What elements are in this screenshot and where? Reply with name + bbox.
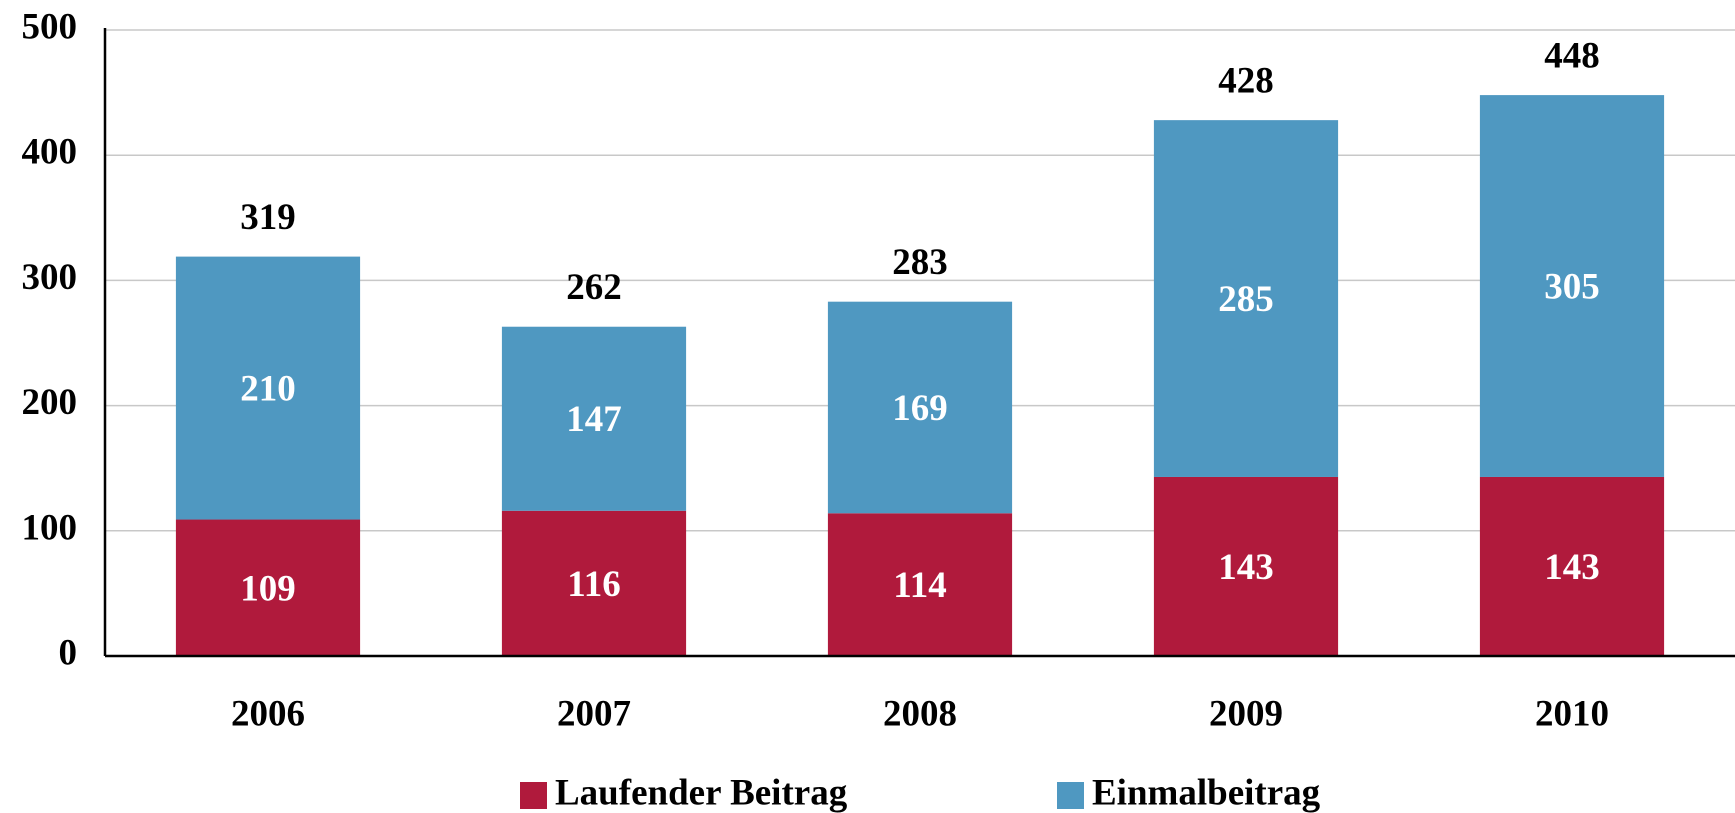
bar-segment <box>501 326 687 511</box>
legend-swatch <box>1057 782 1084 809</box>
y-tick-label: 400 <box>22 132 78 173</box>
bar-segment <box>827 301 1013 514</box>
total-label: 262 <box>566 267 622 308</box>
legend-swatch <box>520 782 547 809</box>
y-tick-label: 100 <box>22 507 78 548</box>
x-tick-label: 2007 <box>557 693 631 734</box>
y-tick-label: 0 <box>59 632 78 673</box>
total-label: 283 <box>892 242 948 283</box>
bar-segment <box>1479 95 1665 477</box>
bar-segment <box>175 519 361 656</box>
value-label: 147 <box>566 399 622 440</box>
x-tick-label: 2006 <box>231 693 305 734</box>
y-tick-label: 200 <box>22 382 78 423</box>
value-label: 109 <box>240 568 296 609</box>
legend-label: Laufender Beitrag <box>555 772 848 813</box>
x-tick-label: 2009 <box>1209 693 1283 734</box>
total-label: 428 <box>1218 61 1274 102</box>
y-tick-label: 300 <box>22 257 78 298</box>
x-tick-label: 2010 <box>1535 693 1609 734</box>
bar-segment <box>501 510 687 656</box>
bar-segment <box>1479 476 1665 656</box>
value-label: 116 <box>567 564 620 605</box>
value-label: 143 <box>1218 547 1274 588</box>
x-tick-label: 2008 <box>883 693 957 734</box>
bar-segment <box>175 256 361 520</box>
legend-label: Einmalbeitrag <box>1092 772 1321 813</box>
total-label: 319 <box>240 197 296 238</box>
y-tick-label: 500 <box>22 6 78 47</box>
total-label: 448 <box>1544 36 1600 77</box>
bar-segment <box>1153 120 1339 477</box>
value-label: 305 <box>1544 267 1600 308</box>
value-label: 210 <box>240 369 296 410</box>
bar-segment <box>827 513 1013 656</box>
value-label: 114 <box>893 565 946 606</box>
value-label: 285 <box>1218 279 1274 320</box>
value-label: 169 <box>892 388 948 429</box>
bar-segment <box>1153 476 1339 656</box>
value-label: 143 <box>1544 547 1600 588</box>
